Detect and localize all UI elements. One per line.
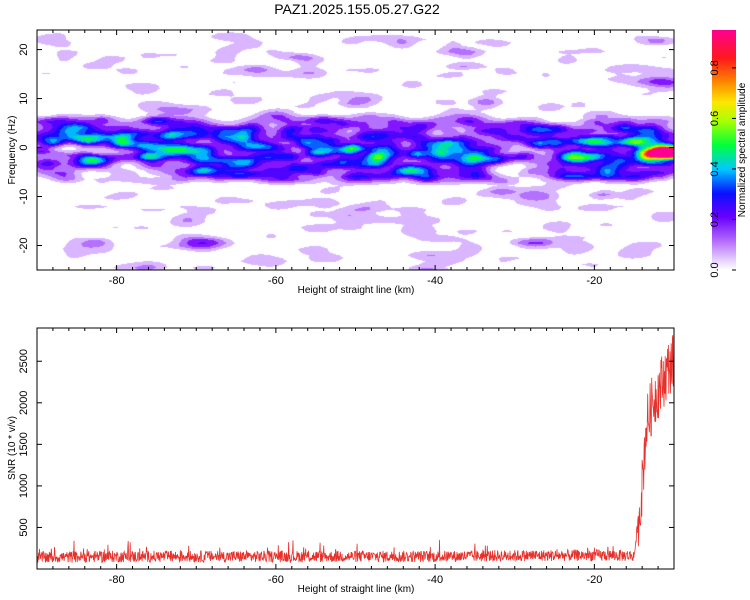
spectrogram-x-tick-label: -60 (268, 275, 284, 287)
snr-y-tick-label: 2500 (18, 349, 30, 373)
spectrogram-y-tick-label: 0 (18, 144, 30, 150)
snr-y-tick-label: 1000 (18, 474, 30, 498)
colorbar-tick-label: 0.6 (709, 111, 721, 126)
colorbar-axis: 0.0 0.2 0.4 0.6 0.8 (709, 60, 736, 278)
spectrogram-y-tick-label: 10 (18, 92, 30, 104)
snr-x-tick-label: -60 (268, 574, 284, 586)
colorbar-tick-label: 0.2 (709, 212, 721, 227)
spectrogram-x-tick-label: -80 (109, 275, 125, 287)
spectrogram-y-tick-label: -10 (18, 189, 30, 205)
snr-y-tick-label: 500 (18, 518, 30, 536)
colorbar-gradient (712, 30, 736, 270)
snr-y-axis-label: SNR (10 * v/v) (7, 416, 18, 480)
spectrogram-x-tick-label: -40 (427, 275, 443, 287)
spectrogram-image (37, 30, 674, 270)
spectrogram-y-tick-label: -20 (18, 238, 30, 254)
snr-series-line (36, 335, 675, 564)
spectrogram-x-axis-label: Height of straight line (km) (298, 285, 415, 296)
spectrogram-x-tick-label: -20 (586, 275, 602, 287)
snr-x-axis-label: Height of straight line (km) (298, 584, 415, 595)
snr-x-tick-label: -80 (109, 574, 125, 586)
snr-x-tick-label: -40 (427, 574, 443, 586)
snr-y-tick-label: 1500 (18, 432, 30, 456)
colorbar-label: Normalized spectral amplitude (737, 82, 748, 217)
colorbar: 0.0 0.2 0.4 0.6 0.8 Normalized spectral ampl… (709, 30, 748, 278)
snr-plot-area (37, 328, 674, 569)
snr-y-tick-label: 2000 (18, 391, 30, 415)
spectrogram-axes: -80 -60 -40 -20 -20 -10 0 10 20 (18, 30, 675, 287)
snr-x-tick-label: -20 (586, 574, 602, 586)
colorbar-tick-label: 0.0 (709, 262, 721, 277)
snr-panel: -80 -60 -40 -20 500 1000 1500 2000 2500 Height o… (7, 327, 675, 595)
snr-axes: -80 -60 -40 -20 500 1000 1500 2000 2500 (18, 328, 675, 586)
figure-title: PAZ1.2025.155.05.27.G22 (274, 1, 440, 17)
colorbar-tick-label: 0.4 (709, 161, 721, 176)
colorbar-tick-label: 0.8 (709, 60, 721, 75)
spectrogram-y-axis-label: Frequency (Hz) (7, 116, 18, 185)
spectrogram-y-tick-label: 20 (18, 43, 30, 55)
spectrogram-panel: -80 -60 -40 -20 -20 -10 0 10 20 Height of straig… (7, 29, 675, 296)
